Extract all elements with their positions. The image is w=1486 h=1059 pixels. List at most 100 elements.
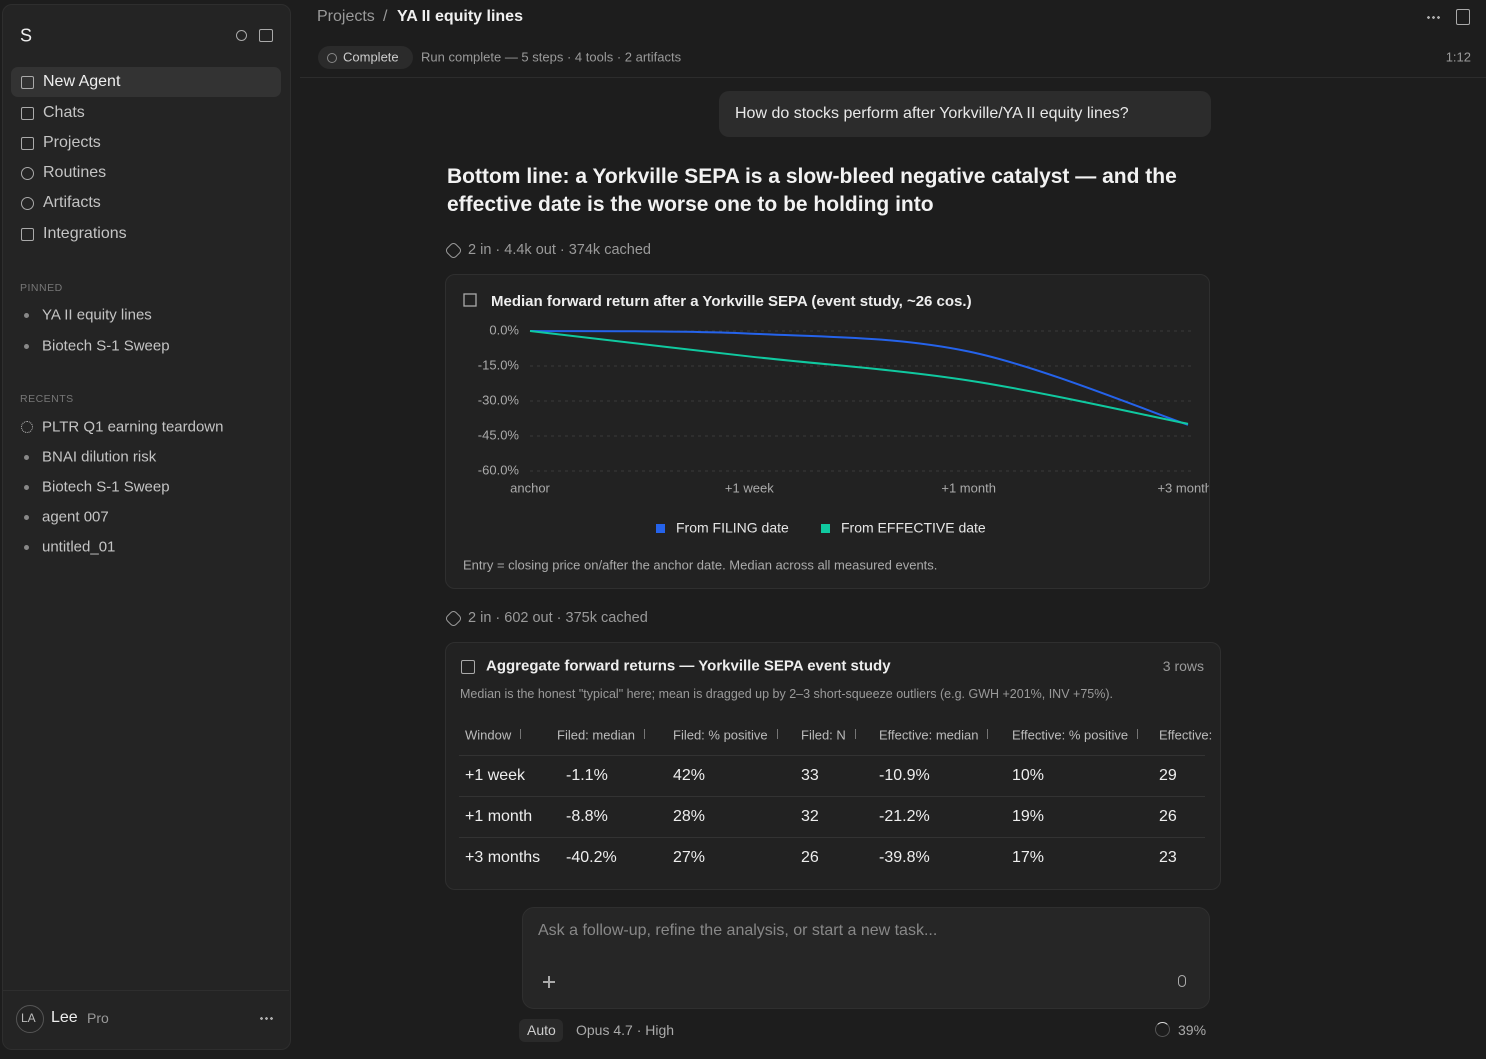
legend-label: From FILING date (676, 520, 789, 536)
elapsed-time: 1:12 (1445, 49, 1471, 65)
breadcrumb-separator: / (383, 8, 388, 25)
bullet (24, 313, 29, 318)
table-cell: 27% (673, 849, 706, 866)
link-icon (444, 609, 463, 628)
column-header[interactable]: Effective: % positive (1012, 727, 1129, 743)
context-ring (1155, 1022, 1170, 1037)
chart-icon (463, 293, 477, 307)
status: Complete (343, 49, 399, 65)
nav-item[interactable]: Integrations (43, 225, 127, 242)
answer-heading: Bottom line: a Yorkville SEPA is a slow-… (447, 165, 1177, 216)
table-cell: 10% (1012, 767, 1045, 784)
recent-item[interactable]: PLTR Q1 earning teardown (42, 418, 224, 436)
table-card (445, 642, 1221, 890)
bullet (24, 515, 29, 520)
legend-swatch (656, 524, 665, 533)
row-divider (459, 837, 1205, 838)
avatar-initials: LA (21, 1011, 36, 1025)
row-count: 3 rows (1162, 658, 1204, 674)
panel-icon (259, 29, 273, 42)
table-cell: -10.9% (879, 767, 930, 784)
header-divider (459, 755, 1205, 756)
nav-item[interactable]: Artifacts (43, 194, 101, 211)
header-divider (300, 77, 1486, 78)
bullet (24, 455, 29, 460)
nav-item[interactable]: New Agent (43, 73, 121, 90)
new-agent-highlight[interactable] (11, 67, 281, 97)
column-header[interactable]: Effective: median (879, 727, 979, 743)
bullet (24, 344, 29, 349)
table-cell: 33 (801, 767, 819, 784)
breadcrumb[interactable]: Projects (317, 8, 375, 25)
column-header[interactable]: Window (465, 727, 512, 743)
chart-title: Median forward return after a Yorkville … (491, 293, 972, 310)
x-tick-label: +3 months (1157, 480, 1209, 495)
column-header[interactable]: Filed: % positive (673, 727, 768, 743)
recent-item[interactable]: untitled_01 (42, 538, 116, 556)
section-label: PINNED (20, 282, 63, 294)
x-tick-label: +1 week (725, 480, 774, 495)
bullet (24, 545, 29, 550)
user-message: How do stocks perform after Yorkville/YA… (735, 105, 1129, 122)
series-line (529, 330, 1189, 425)
avatar (16, 1005, 44, 1033)
recent-item[interactable]: BNAI dilution risk (42, 448, 157, 466)
legend-swatch (821, 524, 830, 533)
usage: 2 in · 4.4k out · 374k cached (468, 242, 651, 258)
status-icon (327, 53, 337, 63)
logo: S (20, 25, 33, 46)
y-tick-label: -60.0% (478, 462, 520, 477)
pinned-item[interactable]: YA II equity lines (42, 306, 152, 324)
model-selector[interactable]: Opus 4.7 · High (576, 1022, 675, 1038)
running-icon (21, 421, 33, 433)
mic-icon (1178, 975, 1186, 987)
table-cell: -1.1% (566, 767, 608, 784)
y-tick-label: -45.0% (478, 427, 520, 442)
table-cell: +1 week (465, 767, 526, 784)
sort-icon (641, 729, 647, 739)
x-tick-label: anchor (510, 480, 550, 495)
link-icon (444, 241, 463, 260)
nav-icon (21, 137, 34, 150)
recent-item[interactable]: agent 007 (42, 508, 109, 526)
breadcrumb-current: YA II equity lines (397, 8, 523, 25)
user-name: Lee (51, 1009, 78, 1026)
column-header[interactable]: Effective: (1159, 727, 1213, 743)
section-label: RECENTS (20, 393, 74, 405)
mode-pill[interactable] (519, 1019, 563, 1042)
x-tick-label: +1 month (941, 480, 996, 495)
table-cell: -8.8% (566, 808, 608, 825)
chart-footnote: Entry = closing price on/after the ancho… (463, 557, 937, 572)
table-icon (461, 660, 475, 674)
sort-icon (517, 729, 523, 739)
column-header[interactable]: Filed: N (801, 727, 846, 743)
context-usage: 39% (1178, 1022, 1207, 1038)
nav-item[interactable]: Projects (43, 134, 101, 151)
mode-selector[interactable]: Auto (527, 1022, 556, 1038)
table-cell: +3 months (465, 849, 541, 866)
sort-icon (852, 729, 858, 739)
composer-placeholder[interactable]: Ask a follow-up, refine the analysis, or… (538, 922, 938, 939)
pinned-item[interactable]: Biotech S-1 Sweep (42, 337, 170, 355)
table-cell: 17% (1012, 849, 1045, 866)
recent-item[interactable]: Biotech S-1 Sweep (42, 478, 170, 496)
message-bubble (719, 91, 1211, 137)
column-header[interactable]: Filed: median (557, 727, 636, 743)
row-divider (459, 796, 1205, 797)
legend-label: From EFFECTIVE date (841, 520, 986, 536)
composer[interactable] (522, 907, 1210, 1009)
user-plan: Pro (87, 1010, 109, 1026)
nav-item[interactable]: Chats (43, 104, 85, 121)
table-cell: 28% (673, 808, 706, 825)
nav-item[interactable]: Routines (43, 164, 107, 181)
table-cell: 32 (801, 808, 819, 825)
menu-dots (259, 1017, 273, 1020)
table-title: Aggregate forward returns — Yorkville SE… (486, 657, 891, 675)
table-cell: -40.2% (566, 849, 617, 866)
plus-icon (548, 976, 550, 988)
nav-icon (21, 76, 34, 89)
status-pill (318, 46, 413, 69)
sidebar (2, 4, 291, 1050)
table-cell: 29 (1159, 767, 1177, 784)
search-icon (236, 30, 247, 41)
